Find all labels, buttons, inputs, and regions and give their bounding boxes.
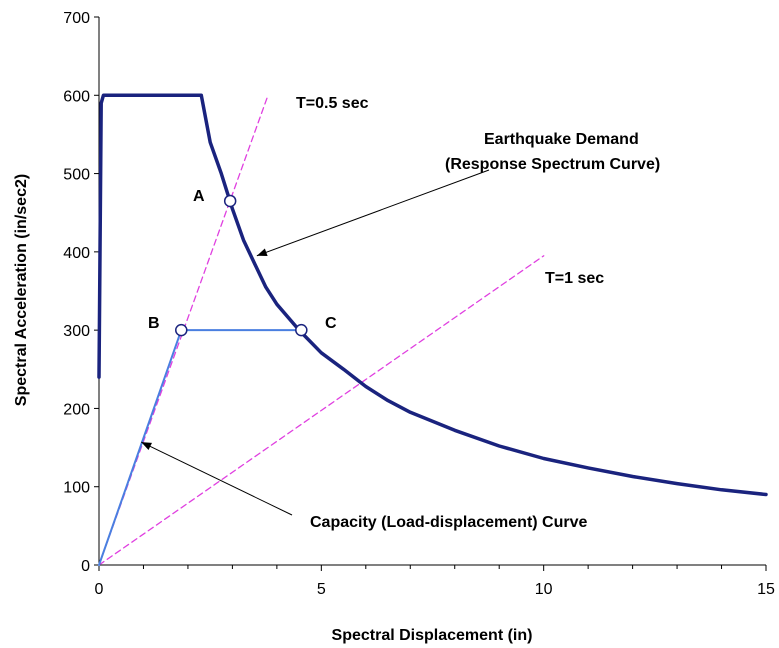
demand-arrow-head [256,248,268,257]
point-c-marker [295,323,308,337]
x-tick-label: 5 [317,581,326,598]
t05-label: T=0.5 sec [296,95,369,112]
arrow-layer [141,169,490,516]
capacity-series-line [98,329,303,566]
demand-arrow [256,169,490,257]
point-b-label: B [148,315,160,332]
y-tick-label: 300 [63,323,90,340]
series-layer [97,93,768,566]
annotation-layer: T=0.5 sec T=1 sec Earthquake Demand (Res… [148,95,660,531]
point-a-marker [223,194,237,208]
x-tick-label: 10 [535,581,553,598]
y-axis-title: Spectral Acceleration (in/sec2) [13,174,30,406]
y-tick-label: 400 [63,245,90,262]
x-tick-label: 0 [95,581,104,598]
demand-label-line1: Earthquake Demand [484,131,639,148]
t1-series-line [98,255,545,566]
y-tick-label: 500 [63,167,90,184]
point-b-marker [175,323,188,337]
point-c-label: C [325,315,337,332]
y-tick-label: 600 [63,88,90,105]
capacity-label: Capacity (Load-displacement) Curve [310,514,588,531]
x-tick-label: 15 [757,581,775,598]
y-tick-label: 100 [63,480,90,497]
y-tick-label: 200 [63,401,90,418]
demand-label-line2: (Response Spectrum Curve) [445,156,660,173]
x-axis-title: Spectral Displacement (in) [332,627,533,644]
demand-series-line [97,93,768,497]
capacity-arrow [141,441,293,516]
axes: 0 100 200 300 400 500 600 700 0 5 10 15 [63,10,775,598]
point-markers [175,194,308,337]
y-tick-label: 700 [63,10,90,27]
point-a-label: A [193,188,205,205]
capacity-arrow-head [141,442,152,451]
t1-label: T=1 sec [545,270,604,287]
y-tick-label: 0 [81,558,90,575]
